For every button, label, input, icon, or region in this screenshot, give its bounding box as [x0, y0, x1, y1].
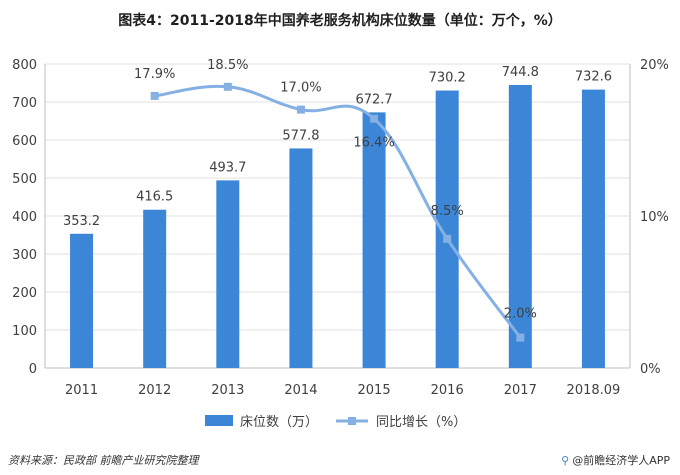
y-left-tick-label: 800 — [12, 58, 37, 73]
bar — [435, 90, 459, 369]
bar — [362, 112, 386, 369]
x-tick-label: 2011 — [65, 383, 98, 398]
chart-title: 图表4：2011-2018年中国养老服务机构床位数量（单位：万个，%） — [118, 13, 562, 29]
bar-value-label: 744.8 — [502, 65, 539, 80]
y-left-tick-label: 100 — [12, 324, 37, 339]
x-tick-label: 2015 — [358, 383, 391, 398]
growth-marker — [516, 333, 525, 342]
growth-value-label: 18.5% — [207, 58, 248, 73]
bar-value-label: 730.2 — [429, 71, 466, 86]
bar — [508, 84, 532, 368]
source-note: 资料来源：民政部 前瞻产业研究院整理 — [8, 454, 199, 467]
growth-line — [154, 84, 522, 339]
x-tick-label: 2016 — [431, 383, 464, 398]
legend-line-label: 同比增长（%） — [376, 415, 466, 430]
y-right-tick-label: 10% — [640, 210, 669, 225]
y-left-tick-label: 0 — [29, 362, 37, 377]
bar — [216, 180, 240, 368]
x-tick-label: 2014 — [284, 383, 317, 398]
growth-marker — [150, 91, 159, 100]
growth-marker — [223, 82, 232, 91]
y-left-tick-label: 500 — [12, 172, 37, 187]
growth-marker — [443, 234, 452, 243]
y-right-tick-label: 0% — [640, 362, 661, 377]
bar-value-label: 577.8 — [282, 128, 319, 143]
y-left-tick-label: 300 — [12, 248, 37, 263]
legend-line-marker — [348, 417, 356, 425]
bar — [70, 233, 94, 368]
bar — [143, 209, 167, 368]
brand-credit: ⚲ @前瞻经济学人APP — [561, 452, 670, 468]
y-left-tick-label: 600 — [12, 134, 37, 149]
growth-marker — [370, 114, 379, 123]
bar-value-label: 732.6 — [575, 70, 612, 85]
growth-value-label: 17.0% — [280, 81, 321, 96]
brand-logo-icon: ⚲ — [561, 454, 570, 467]
x-tick-label: 2017 — [504, 383, 537, 398]
bar — [289, 148, 313, 368]
growth-value-label: 2.0% — [504, 307, 537, 322]
bar-value-label: 672.7 — [355, 92, 392, 107]
bar — [581, 89, 605, 368]
growth-value-label: 16.4% — [353, 136, 394, 151]
bar-value-label: 493.7 — [209, 160, 246, 175]
y-left-tick-label: 400 — [12, 210, 37, 225]
y-right-tick-label: 20% — [640, 58, 669, 73]
y-left-tick-label: 200 — [12, 286, 37, 301]
x-tick-label: 2018.09 — [567, 383, 621, 398]
x-tick-label: 2013 — [211, 383, 244, 398]
bar-value-label: 353.2 — [63, 214, 100, 229]
growth-value-label: 17.9% — [134, 67, 175, 82]
brand-credit-text: @前瞻经济学人APP — [572, 454, 670, 467]
legend-bar-swatch — [205, 415, 233, 426]
x-tick-label: 2012 — [138, 383, 171, 398]
legend-bar-label: 床位数（万） — [240, 415, 318, 430]
y-left-tick-label: 700 — [12, 96, 37, 111]
growth-marker — [296, 105, 305, 114]
bar-value-label: 416.5 — [136, 190, 173, 205]
growth-value-label: 8.5% — [431, 204, 464, 219]
